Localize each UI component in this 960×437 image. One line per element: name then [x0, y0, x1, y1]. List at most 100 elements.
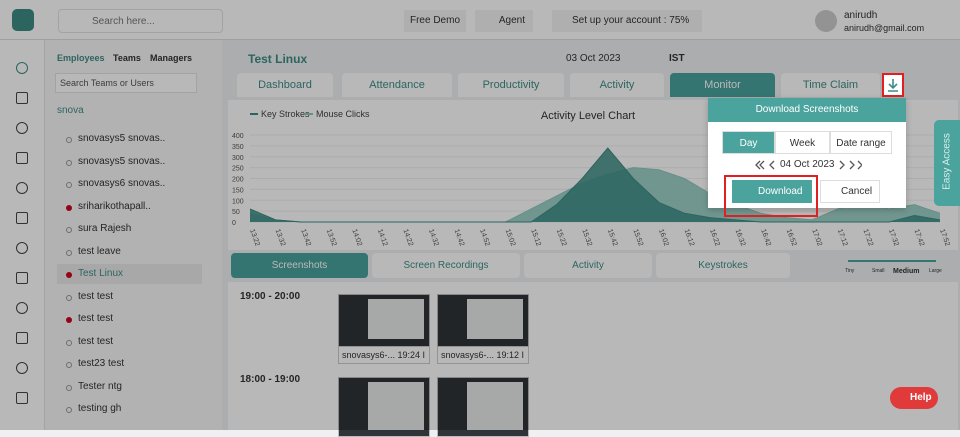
y-tick-label: 50	[232, 209, 240, 216]
nav-icon[interactable]	[16, 62, 28, 74]
nav-icon[interactable]	[16, 302, 28, 314]
user-name[interactable]: test leave	[78, 245, 121, 257]
search-box[interactable]	[58, 9, 223, 33]
thumb-pane	[368, 382, 424, 430]
media-tab[interactable]: Keystrokes	[656, 253, 790, 278]
download-highlight	[724, 175, 818, 217]
legend-label: Key Strokes	[261, 109, 310, 119]
media-tab[interactable]: Screen Recordings	[372, 253, 520, 278]
download-icon	[888, 79, 898, 92]
status-dot	[66, 317, 72, 323]
download-button[interactable]: Download	[732, 180, 812, 203]
date[interactable]: 03 Oct 2023	[566, 53, 621, 64]
user-name[interactable]: snovasys6 snovas..	[78, 178, 166, 189]
size-slider[interactable]	[848, 260, 936, 262]
thumb-pane	[467, 299, 523, 339]
screenshot-caption: snovasys6-... 19:12 I	[437, 346, 529, 364]
status-dot	[66, 362, 72, 368]
y-tick-label: 300	[232, 155, 244, 162]
user-name[interactable]: test23 test	[78, 358, 125, 369]
user-name[interactable]: snovasys5 snovas..	[78, 155, 166, 167]
size-label[interactable]: Small	[872, 268, 885, 274]
user-name: anirudh	[844, 10, 878, 21]
chart-title: Activity Level Chart	[541, 110, 635, 122]
y-tick-label: 250	[232, 166, 244, 173]
user-name[interactable]: sriharikothapall..	[78, 200, 151, 212]
cancel-button[interactable]: Cancel	[820, 180, 880, 203]
tab[interactable]: Time Claim	[781, 73, 880, 97]
group-label: snova	[57, 105, 84, 116]
y-tick-label: 0	[232, 220, 236, 227]
user-name[interactable]: Tester ntg	[78, 380, 122, 392]
size-label[interactable]: Large	[929, 268, 942, 274]
media-tab[interactable]: Activity	[524, 253, 652, 278]
status-dot	[66, 182, 72, 188]
user-name[interactable]: sura Rajesh	[78, 223, 132, 234]
status-dot	[66, 249, 72, 256]
nav-icon[interactable]	[16, 392, 28, 404]
panel-tab[interactable]: Teams	[113, 53, 141, 63]
range-button[interactable]: Day	[722, 131, 775, 154]
media-tab[interactable]: Screenshots	[231, 253, 368, 278]
nav-icon[interactable]	[16, 332, 28, 344]
status-dot	[66, 272, 72, 278]
status-dot	[66, 227, 72, 233]
user-name[interactable]: Test Linux	[78, 268, 124, 279]
easy-access: Easy Access	[941, 133, 953, 190]
status-dot	[66, 159, 72, 166]
user-name[interactable]: test test	[78, 335, 114, 347]
logo[interactable]	[12, 9, 34, 31]
download-icon-highlight[interactable]	[882, 73, 904, 97]
tab[interactable]: Productivity	[458, 73, 564, 97]
tab[interactable]: Dashboard	[237, 73, 333, 97]
panel-tab[interactable]: Managers	[150, 53, 193, 63]
team-search-placeholder: Search Teams or Users	[60, 78, 154, 88]
nav-icon[interactable]	[16, 152, 28, 164]
hour-label: 19:00 - 20:00	[240, 291, 301, 302]
avatar[interactable]	[815, 10, 837, 32]
nav-icon[interactable]	[16, 362, 28, 374]
user-name[interactable]: snovasys5 snovas..	[78, 133, 166, 144]
hour-label: 18:00 - 19:00	[240, 374, 301, 385]
range-button[interactable]: Week	[775, 131, 830, 154]
tab[interactable]: Monitor	[670, 73, 775, 97]
size-label[interactable]: Tiny	[845, 268, 855, 274]
range-button[interactable]: Date range	[830, 131, 892, 154]
search-placeholder: Search here...	[92, 16, 155, 27]
user-name[interactable]: test test	[78, 290, 114, 302]
team-search[interactable]	[55, 73, 197, 93]
thumb-pane	[467, 382, 523, 430]
legend-label: Mouse Clicks	[316, 109, 370, 119]
setup-progress[interactable]: Set up your account : 75%	[552, 10, 702, 32]
screenshot-caption: snovasys6-... 19:24 I	[338, 346, 430, 364]
user-name[interactable]: test test	[78, 313, 114, 324]
nav-icon[interactable]	[16, 212, 28, 224]
y-tick-label: 400	[232, 133, 244, 140]
panel-tab[interactable]: Employees	[57, 53, 105, 63]
tab[interactable]: Activity	[570, 73, 664, 97]
size-label[interactable]: Medium	[893, 268, 920, 275]
status-dot	[66, 204, 72, 211]
nav-icon[interactable]	[16, 92, 28, 104]
status-dot	[66, 294, 72, 301]
nav-icon[interactable]	[16, 182, 28, 194]
free-demo[interactable]: Free Demo	[404, 10, 466, 32]
selected-row	[57, 264, 202, 284]
modal-title: Download Screenshots	[708, 98, 906, 122]
nav-icon[interactable]	[16, 122, 28, 134]
user-name[interactable]: testing gh	[78, 403, 122, 414]
y-tick-label: 150	[232, 187, 244, 194]
easy-access-tab[interactable]	[934, 120, 960, 206]
modal-date: 04 Oct 2023	[780, 159, 835, 170]
user-email: anirudh@gmail.com	[844, 23, 925, 33]
nav-icon[interactable]	[16, 272, 28, 284]
area-line	[249, 147, 941, 223]
nav-icon[interactable]	[16, 242, 28, 254]
timezone[interactable]: IST	[669, 53, 685, 64]
tab[interactable]: Attendance	[342, 73, 452, 97]
page-title: Test Linux	[248, 52, 308, 66]
help-button[interactable]: Help	[890, 387, 938, 409]
agent[interactable]: Agent	[475, 10, 533, 32]
